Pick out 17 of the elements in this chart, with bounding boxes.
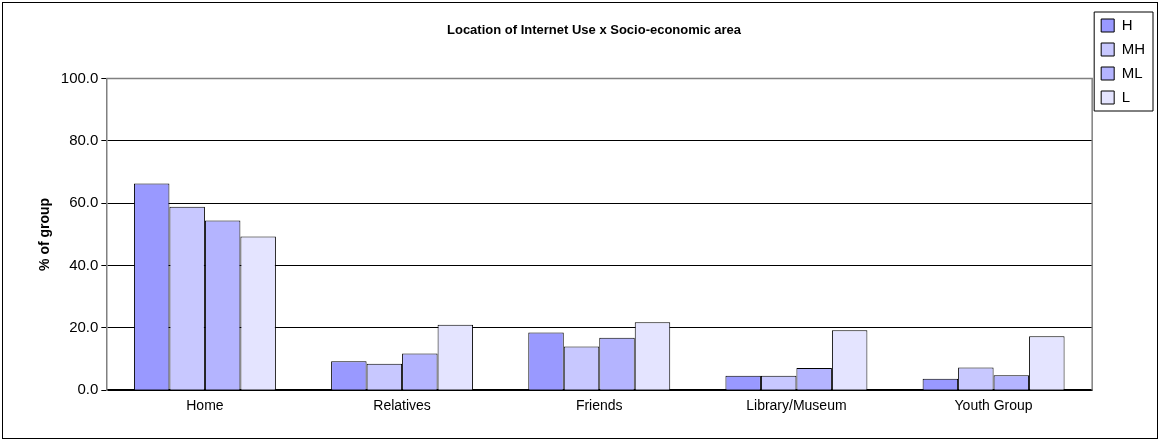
x-tick-label: Relatives bbox=[373, 397, 431, 414]
legend-label: H bbox=[1121, 15, 1133, 33]
legend-label: ML bbox=[1121, 63, 1143, 81]
y-tick-label: 100.0 bbox=[60, 68, 99, 86]
x-tick-label: Friends bbox=[575, 397, 623, 414]
x-tick-label: Youth Group bbox=[954, 397, 1033, 414]
y-tick-label: 80.0 bbox=[69, 131, 99, 149]
x-tick-label: Library/Museum bbox=[746, 397, 847, 414]
y-tick-label: 20.0 bbox=[69, 318, 99, 336]
legend-label: MH bbox=[1121, 39, 1145, 57]
chart-title: Location of Internet Use x Socio-economic area bbox=[446, 22, 742, 38]
x-tick-label: Home bbox=[186, 397, 224, 414]
y-tick-label: 40.0 bbox=[69, 255, 99, 273]
y-axis-title: % of group bbox=[36, 197, 53, 271]
legend-label: L bbox=[1121, 87, 1131, 105]
y-tick-label: 0.0 bbox=[77, 380, 99, 398]
y-tick-label: 60.0 bbox=[69, 193, 99, 211]
